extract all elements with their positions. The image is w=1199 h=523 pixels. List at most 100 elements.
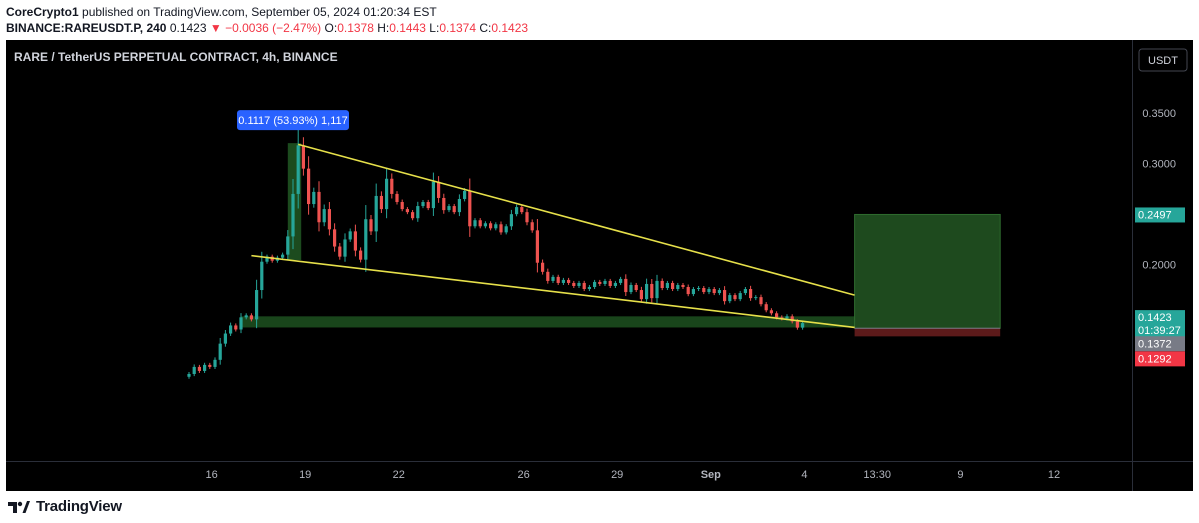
candle-body: [665, 282, 669, 289]
publish-header: CoreCrypto1 published on TradingView.com…: [0, 0, 1199, 40]
candle: [494, 222, 498, 231]
candle-body: [249, 315, 253, 320]
candle: [187, 371, 191, 379]
candle: [208, 362, 212, 369]
candle-body: [431, 181, 435, 209]
candle-body: [473, 220, 477, 227]
candle: [348, 228, 352, 242]
candle-body: [478, 220, 482, 227]
published-text: published on TradingView.com, September …: [82, 5, 437, 19]
candle: [619, 276, 623, 285]
candle: [213, 357, 217, 370]
candle: [431, 172, 435, 216]
candle: [733, 293, 737, 302]
symbol-line: BINANCE:RAREUSDT.P, 240 0.1423 ▼ −0.0036…: [6, 21, 528, 35]
candle: [697, 285, 701, 292]
candle: [374, 183, 378, 242]
y-tick-label: 0.2000: [1142, 260, 1176, 272]
candle-body: [775, 313, 779, 318]
x-tick-label: 19: [299, 469, 311, 481]
candle: [743, 286, 747, 296]
candle: [255, 279, 259, 329]
candle-body: [515, 207, 519, 215]
candle: [203, 362, 207, 373]
candle: [790, 314, 794, 324]
candle: [639, 286, 643, 302]
candle-body: [208, 364, 212, 367]
candle-body: [327, 209, 331, 230]
candle: [515, 204, 519, 217]
candle: [307, 156, 311, 215]
stop-price-tag-text: 0.1292: [1138, 353, 1172, 365]
x-tick-label: 12: [1048, 469, 1060, 481]
candle-body: [379, 195, 383, 210]
candle-body: [291, 193, 295, 237]
candle: [546, 268, 550, 284]
candle-body: [244, 315, 248, 318]
tradingview-logo[interactable]: TradingView: [8, 498, 122, 515]
candle: [327, 202, 331, 236]
candle: [447, 204, 451, 213]
current-price-tag: 0.1423: [1135, 310, 1185, 338]
chart-canvas[interactable]: 0.1117 (53.93%) 1,117 0.3500 0.3000 0.2000…: [6, 40, 1193, 491]
candle-body: [317, 191, 321, 223]
candle: [364, 205, 368, 272]
chart-title: RARE / TetherUS PERPETUAL CONTRACT, 4h, …: [14, 50, 338, 64]
candle: [707, 286, 711, 295]
candle: [385, 168, 389, 219]
x-tick-label: 13:30: [863, 469, 891, 481]
candle-body: [385, 178, 389, 210]
candle: [296, 128, 300, 209]
current-price-tag-text: 0.1423: [1138, 312, 1172, 324]
target-price-tag-text: 0.2497: [1138, 209, 1172, 221]
low-label: L:: [429, 21, 440, 35]
candle-body: [218, 343, 222, 360]
candle-body: [525, 212, 529, 223]
candle-body: [717, 290, 721, 294]
stop-price-tag: 0.1292: [1135, 351, 1185, 367]
last-price: 0.1423: [169, 21, 207, 35]
candle-body: [260, 261, 264, 291]
candle: [769, 308, 773, 316]
candle-body: [489, 223, 493, 229]
candle-body: [790, 316, 794, 322]
candle: [681, 282, 685, 290]
candle: [624, 274, 628, 296]
candle-body: [504, 226, 508, 233]
candle: [249, 313, 253, 322]
candle-body: [353, 231, 357, 251]
candle: [437, 176, 441, 203]
candle-body: [343, 239, 347, 257]
candle-body: [187, 373, 191, 377]
candle: [749, 285, 753, 301]
candle-body: [629, 284, 633, 293]
candle-body: [395, 193, 399, 203]
author-name[interactable]: CoreCrypto1: [6, 5, 79, 19]
candle-body: [613, 282, 617, 286]
candle: [509, 209, 513, 230]
candle-body: [546, 271, 550, 281]
candle-body: [785, 316, 789, 319]
long-position-target-zone: [854, 213, 1001, 329]
candle-body: [655, 280, 659, 299]
target-price-tag: 0.2497: [1135, 207, 1185, 223]
candle: [395, 191, 399, 205]
candle-body: [307, 168, 311, 205]
candle: [541, 259, 545, 275]
publish-line: CoreCrypto1 published on TradingView.com…: [6, 5, 437, 19]
candle: [426, 199, 430, 211]
candle: [587, 284, 591, 292]
candle-body: [234, 325, 238, 330]
chart-panel[interactable]: 0.1117 (53.93%) 1,117 0.3500 0.3000 0.2000…: [6, 40, 1193, 491]
currency-button[interactable]: USDT: [1138, 48, 1188, 72]
candle-body: [764, 304, 768, 311]
candle-body: [494, 224, 498, 229]
candle-body: [405, 209, 409, 213]
lower-trendline: [251, 254, 855, 329]
candle-body: [660, 280, 664, 289]
candle: [691, 286, 695, 297]
candle-body: [561, 279, 565, 283]
candle-body: [192, 366, 196, 374]
down-arrow-icon: ▼: [209, 21, 222, 35]
candle: [754, 295, 758, 301]
